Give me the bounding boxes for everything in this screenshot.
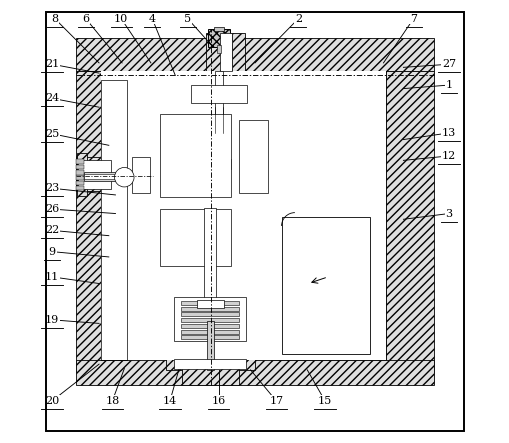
Bar xyxy=(181,312,239,316)
Text: 23: 23 xyxy=(45,183,59,193)
Bar xyxy=(83,174,134,179)
Bar xyxy=(206,71,232,164)
Text: 26: 26 xyxy=(45,204,59,214)
Bar xyxy=(75,159,83,164)
Bar xyxy=(182,368,238,385)
Bar xyxy=(232,102,240,112)
Bar xyxy=(207,321,214,370)
Text: 11: 11 xyxy=(45,272,59,282)
Bar xyxy=(321,71,385,80)
Bar xyxy=(78,160,111,189)
Text: 25: 25 xyxy=(45,129,59,139)
Text: 3: 3 xyxy=(444,209,451,218)
Bar xyxy=(239,120,268,193)
Bar xyxy=(213,27,224,31)
Bar xyxy=(181,335,239,339)
Bar xyxy=(166,292,254,346)
Bar xyxy=(174,297,246,341)
Bar xyxy=(370,71,385,360)
Bar xyxy=(101,71,145,80)
Text: 2: 2 xyxy=(294,14,301,23)
Bar xyxy=(208,29,229,47)
Bar xyxy=(219,33,232,71)
Bar xyxy=(128,153,153,196)
Bar xyxy=(181,307,239,311)
Bar xyxy=(181,318,239,322)
Bar xyxy=(75,38,434,71)
Bar xyxy=(254,318,291,346)
Bar xyxy=(237,116,270,196)
Text: 17: 17 xyxy=(269,396,283,406)
Text: 22: 22 xyxy=(45,225,59,235)
Bar xyxy=(281,217,370,354)
Bar xyxy=(196,300,223,308)
Bar xyxy=(75,175,83,180)
Text: 5: 5 xyxy=(184,14,191,23)
Bar xyxy=(192,298,228,310)
Text: 10: 10 xyxy=(114,14,128,23)
Bar xyxy=(77,153,87,196)
Bar xyxy=(196,159,240,169)
Bar xyxy=(75,71,101,372)
Bar xyxy=(181,330,239,334)
Text: 7: 7 xyxy=(409,14,416,23)
Text: 20: 20 xyxy=(45,396,59,406)
Bar xyxy=(270,204,385,284)
Bar xyxy=(132,157,149,193)
Bar xyxy=(159,209,230,266)
Bar xyxy=(215,71,222,159)
Bar xyxy=(199,83,212,105)
Bar xyxy=(153,107,237,204)
Bar xyxy=(190,85,247,103)
Text: 9: 9 xyxy=(48,247,55,256)
Bar xyxy=(153,205,237,270)
Bar xyxy=(181,324,239,328)
Bar xyxy=(206,159,231,169)
Bar xyxy=(143,158,153,190)
Text: 8: 8 xyxy=(51,14,58,23)
Bar xyxy=(197,102,206,112)
Bar xyxy=(83,172,141,181)
Bar xyxy=(232,33,245,71)
Text: 19: 19 xyxy=(45,315,59,325)
Text: 24: 24 xyxy=(45,93,59,103)
Bar xyxy=(226,83,238,105)
Bar xyxy=(197,204,222,306)
Bar xyxy=(217,45,220,53)
Bar xyxy=(232,154,239,166)
Text: 4: 4 xyxy=(148,14,155,23)
Text: 16: 16 xyxy=(211,396,225,406)
Bar xyxy=(206,33,232,71)
Bar xyxy=(75,165,83,169)
Bar xyxy=(75,181,83,185)
Bar xyxy=(385,71,434,372)
Text: 12: 12 xyxy=(441,151,455,161)
Text: 21: 21 xyxy=(45,59,59,69)
Text: 14: 14 xyxy=(162,396,177,406)
Bar xyxy=(101,80,127,360)
Text: 6: 6 xyxy=(82,14,89,23)
Text: 18: 18 xyxy=(105,396,119,406)
Text: 27: 27 xyxy=(441,59,455,69)
Bar xyxy=(202,154,209,166)
Bar xyxy=(181,301,239,305)
Text: 1: 1 xyxy=(444,80,451,90)
Bar xyxy=(75,186,83,190)
Bar xyxy=(166,358,254,370)
Bar xyxy=(101,80,127,360)
Bar xyxy=(75,170,83,175)
Bar xyxy=(101,71,385,360)
Bar xyxy=(75,157,113,191)
Bar xyxy=(182,81,256,107)
Text: 15: 15 xyxy=(317,396,331,406)
Bar xyxy=(204,208,216,301)
Circle shape xyxy=(115,167,134,187)
Bar xyxy=(174,359,246,369)
Bar xyxy=(270,284,385,360)
Bar xyxy=(130,318,166,346)
Text: 13: 13 xyxy=(441,128,455,138)
Bar xyxy=(159,114,230,197)
Bar xyxy=(75,360,434,385)
